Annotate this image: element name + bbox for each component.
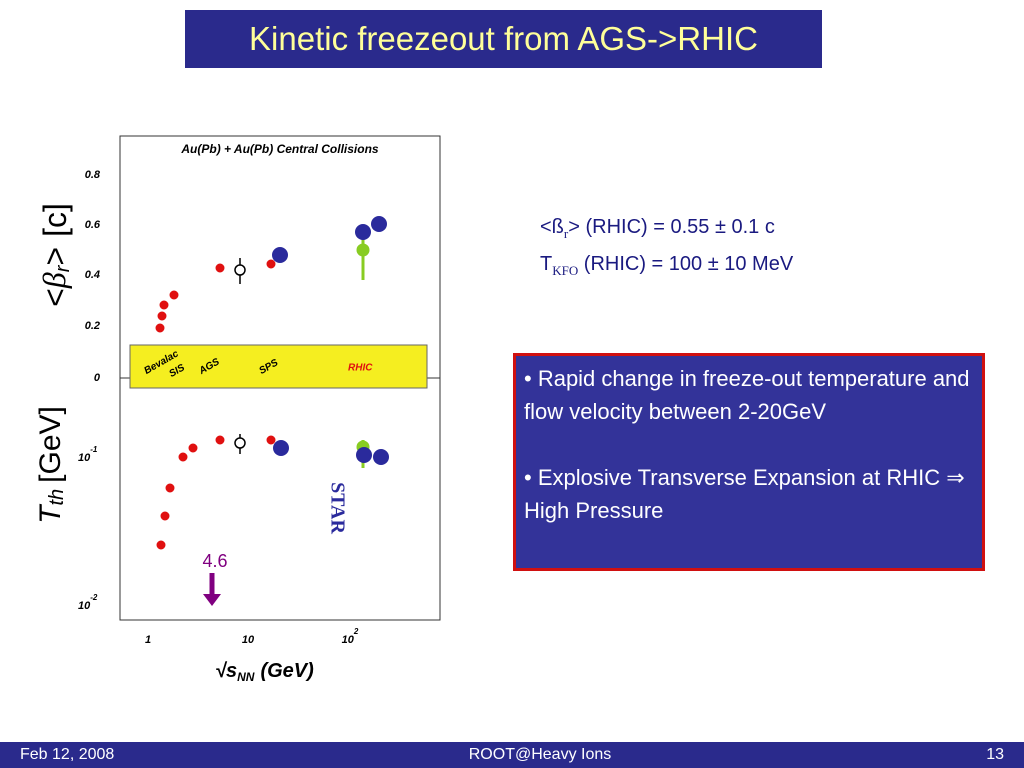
sub: r bbox=[52, 264, 74, 272]
y-tick-label: 0.6 bbox=[85, 219, 101, 231]
blue-points bbox=[272, 216, 389, 465]
point bbox=[156, 540, 166, 550]
point bbox=[215, 263, 225, 273]
point bbox=[160, 511, 170, 521]
point bbox=[165, 483, 175, 493]
star-label: STAR bbox=[326, 482, 348, 534]
exp: -1 bbox=[90, 445, 98, 454]
top-yticks: 0.8 0.6 0.4 0.2 0 bbox=[85, 169, 101, 384]
figure: Au(Pb) + Au(Pb) Central Collisions 0.8 0… bbox=[34, 130, 445, 692]
unit: [c] bbox=[37, 203, 73, 237]
point bbox=[266, 435, 276, 445]
bullet: • Rapid change in freeze-out temperature… bbox=[524, 366, 970, 424]
x-tick-label: 10 bbox=[242, 634, 255, 646]
y-tick-label: 10-1 bbox=[78, 445, 98, 464]
exp: 2 bbox=[353, 627, 359, 636]
unit: (GeV) bbox=[260, 660, 314, 682]
footer-page: 13 bbox=[986, 746, 1004, 763]
point bbox=[371, 216, 387, 232]
post: (RHIC) = 100 ± 10 MeV bbox=[578, 253, 794, 275]
point bbox=[215, 435, 225, 445]
point bbox=[234, 264, 246, 276]
root: √ bbox=[215, 660, 228, 682]
point bbox=[169, 290, 179, 300]
point bbox=[373, 449, 389, 465]
base: 10 bbox=[78, 600, 91, 612]
sub: th bbox=[46, 489, 68, 506]
y-tick-label: 10-2 bbox=[78, 593, 98, 612]
point bbox=[356, 243, 370, 257]
post: > (RHIC) = 0.55 ± 0.1 c bbox=[568, 216, 775, 238]
band-label: RHIC bbox=[348, 363, 373, 374]
xticks: 1 10 102 bbox=[145, 627, 359, 646]
unit: [GeV] bbox=[34, 406, 67, 483]
sub: NN bbox=[237, 670, 255, 684]
point bbox=[355, 224, 371, 240]
point bbox=[155, 323, 165, 333]
figure-background bbox=[112, 130, 445, 692]
base: 10 bbox=[78, 452, 91, 464]
sub: r bbox=[563, 226, 569, 241]
bullet: • Explosive Transverse Expansion at RHIC… bbox=[524, 465, 965, 523]
pre: T bbox=[540, 253, 553, 275]
result-line: <ßr> (RHIC) = 0.55 ± 0.1 c bbox=[540, 212, 793, 249]
t: T bbox=[34, 503, 67, 524]
point bbox=[159, 300, 169, 310]
y-tick-label: 0.4 bbox=[85, 269, 100, 281]
footer: Feb 12, 2008 ROOT@Heavy Ions 13 bbox=[0, 742, 1024, 768]
beta: β bbox=[36, 272, 72, 289]
y-tick-label: 0.2 bbox=[85, 320, 100, 332]
point bbox=[234, 437, 246, 449]
point bbox=[356, 447, 372, 463]
y-tick-label: 0 bbox=[94, 372, 101, 384]
energy-band bbox=[129, 344, 428, 389]
red-points bbox=[155, 259, 276, 550]
footer-date: Feb 12, 2008 bbox=[20, 746, 115, 763]
sub: KFO bbox=[552, 263, 579, 278]
pre: <ß bbox=[540, 216, 564, 238]
figure-header: Au(Pb) + Au(Pb) Central Collisions bbox=[180, 142, 379, 156]
base: 10 bbox=[342, 634, 355, 646]
arrow-head bbox=[203, 594, 221, 606]
open-points bbox=[234, 258, 246, 454]
x-tick-label: 1 bbox=[145, 634, 151, 646]
point bbox=[157, 311, 167, 321]
open: < bbox=[37, 288, 73, 307]
point bbox=[188, 443, 198, 453]
results: <ßr> (RHIC) = 0.55 ± 0.1 c TKFO (RHIC) =… bbox=[540, 212, 793, 286]
result-line: TKFO (RHIC) = 100 ± 10 MeV bbox=[540, 249, 793, 286]
bottom-yticks: 10-1 10-2 bbox=[78, 445, 98, 612]
close: > bbox=[37, 247, 73, 266]
exp: -2 bbox=[90, 593, 98, 602]
s: s bbox=[226, 660, 237, 682]
footer-event: ROOT@Heavy Ions bbox=[468, 746, 612, 763]
slide-title: Kinetic freezeout from AGS->RHIC bbox=[185, 10, 822, 68]
point bbox=[178, 452, 188, 462]
arrow-label: 4.6 bbox=[202, 551, 227, 571]
y-tick-label: 0.8 bbox=[85, 169, 101, 181]
point bbox=[273, 440, 289, 456]
x-tick-label: 102 bbox=[342, 627, 359, 646]
y-axis-label-top: <βr> [c] bbox=[36, 203, 74, 307]
bullet-box: • Rapid change in freeze-out temperature… bbox=[513, 353, 985, 571]
y-axis-label-bottom: Tth [GeV] bbox=[34, 406, 68, 524]
point bbox=[272, 247, 288, 263]
x-axis-label: √sNN (GeV) bbox=[215, 660, 314, 684]
point bbox=[266, 259, 276, 269]
